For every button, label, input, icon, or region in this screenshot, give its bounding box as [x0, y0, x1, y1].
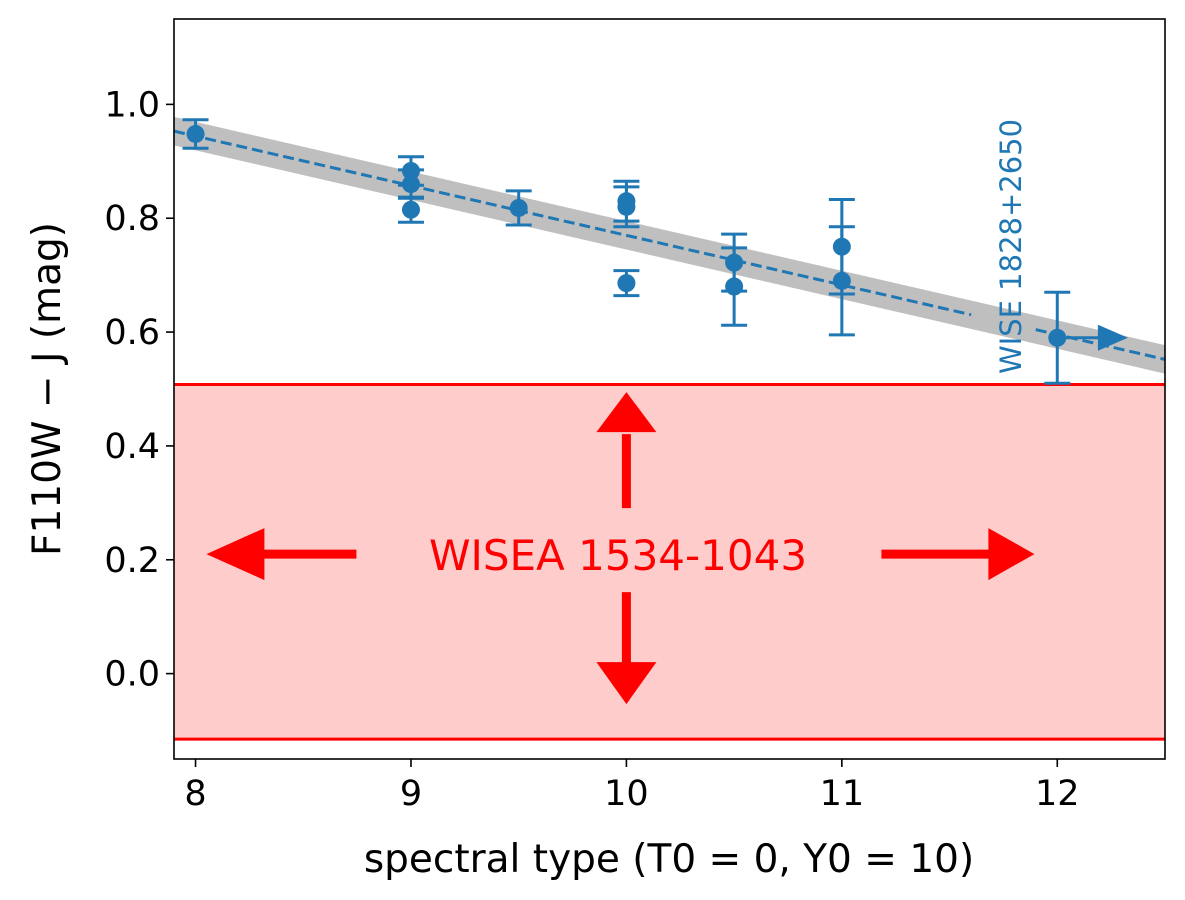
y-tick-label: 0.8 — [104, 199, 160, 239]
data-point-7 — [613, 185, 640, 229]
fit-band-layer — [174, 116, 1165, 374]
data-point-5 — [505, 189, 532, 227]
y-tick-label: 0.2 — [104, 541, 160, 581]
y-tick-label: 0.4 — [104, 427, 160, 467]
data-point-8 — [613, 269, 640, 298]
data-point-4 — [397, 195, 424, 224]
arrow-down-head — [596, 662, 657, 705]
lower-limit-arrow-layer — [1057, 324, 1128, 351]
fit-line-segment-1 — [174, 129, 972, 317]
data-marker — [832, 271, 851, 290]
data-marker — [725, 277, 744, 296]
data-point-10 — [721, 246, 748, 327]
data-marker — [617, 274, 636, 293]
data-points-layer — [182, 118, 1071, 385]
y-tick-label: 0.6 — [104, 313, 160, 353]
x-axis-label: spectral type (T0 = 0, Y0 = 10) — [364, 837, 974, 882]
annotation-wise-1828: WISE 1828+2650 — [994, 119, 1028, 374]
x-tick-label: 8 — [184, 774, 206, 814]
fit-uncertainty-band — [174, 116, 1165, 374]
x-tick-label: 12 — [1035, 774, 1080, 814]
arrow-left-head — [206, 528, 265, 581]
plot-frame — [173, 18, 1166, 760]
x-tick-label: 9 — [400, 774, 422, 814]
data-marker — [401, 200, 420, 219]
limit-arrow-head — [1097, 324, 1128, 351]
region-arrows — [206, 392, 1035, 705]
data-marker — [401, 175, 420, 194]
y-tick-label: 1.0 — [104, 85, 160, 125]
x-tick-label: 11 — [820, 774, 865, 814]
data-marker — [186, 124, 205, 143]
plot-area — [174, 116, 1165, 741]
data-point-1 — [182, 118, 209, 150]
arrow-up-head — [596, 392, 657, 433]
arrow-right-head — [988, 528, 1035, 581]
data-marker — [509, 198, 528, 217]
data-point-12 — [828, 225, 855, 337]
x-tick-label: 10 — [604, 774, 649, 814]
x-axis-ticks: 8 9 10 11 12 — [184, 759, 1080, 814]
y-axis-label: F110W − J (mag) — [25, 222, 70, 556]
y-axis-ticks: 0.0 0.2 0.4 0.6 0.8 1.0 — [104, 85, 174, 695]
data-marker — [617, 197, 636, 216]
annotation-wisea-1534: WISEA 1534-1043 — [429, 531, 807, 580]
y-tick-label: 0.0 — [104, 655, 160, 695]
